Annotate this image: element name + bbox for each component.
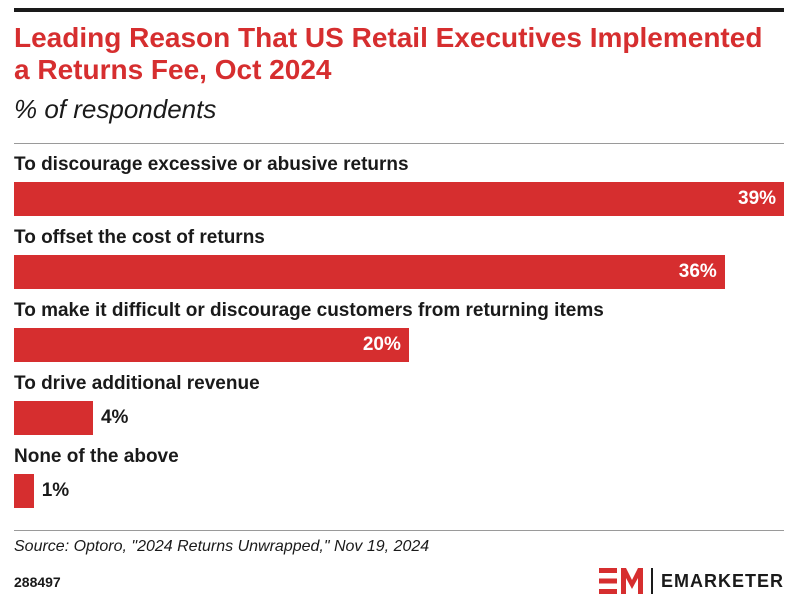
category-label: None of the above <box>14 446 179 467</box>
em-logo-icon <box>598 568 643 594</box>
brand-divider <box>650 568 653 594</box>
footer-divider <box>14 530 784 531</box>
chart-title: Leading Reason That US Retail Executives… <box>14 22 763 85</box>
bar <box>14 255 725 289</box>
bar <box>14 182 784 216</box>
category-label: To offset the cost of returns <box>14 227 265 248</box>
header-divider <box>14 143 784 144</box>
top-rule <box>14 8 784 12</box>
bar <box>14 474 34 508</box>
source-note: Source: Optoro, "2024 Returns Unwrapped,… <box>14 538 430 555</box>
brand-name: EMARKETER <box>660 570 784 591</box>
data-label: 36% <box>678 261 717 282</box>
data-label: 4% <box>100 407 129 428</box>
data-label: 1% <box>41 480 70 501</box>
data-label: 20% <box>362 334 401 355</box>
bar <box>14 328 409 362</box>
chart-subtitle: % of respondents <box>14 94 217 124</box>
category-label: To discourage excessive or abusive retur… <box>14 154 409 175</box>
category-label: To drive additional revenue <box>14 373 260 394</box>
category-label: To make it difficult or discourage custo… <box>14 300 604 321</box>
bar <box>14 401 93 435</box>
chart-id: 288497 <box>14 574 61 590</box>
data-label: 39% <box>738 188 777 209</box>
brand-block[interactable]: EMARKETER <box>598 568 784 594</box>
